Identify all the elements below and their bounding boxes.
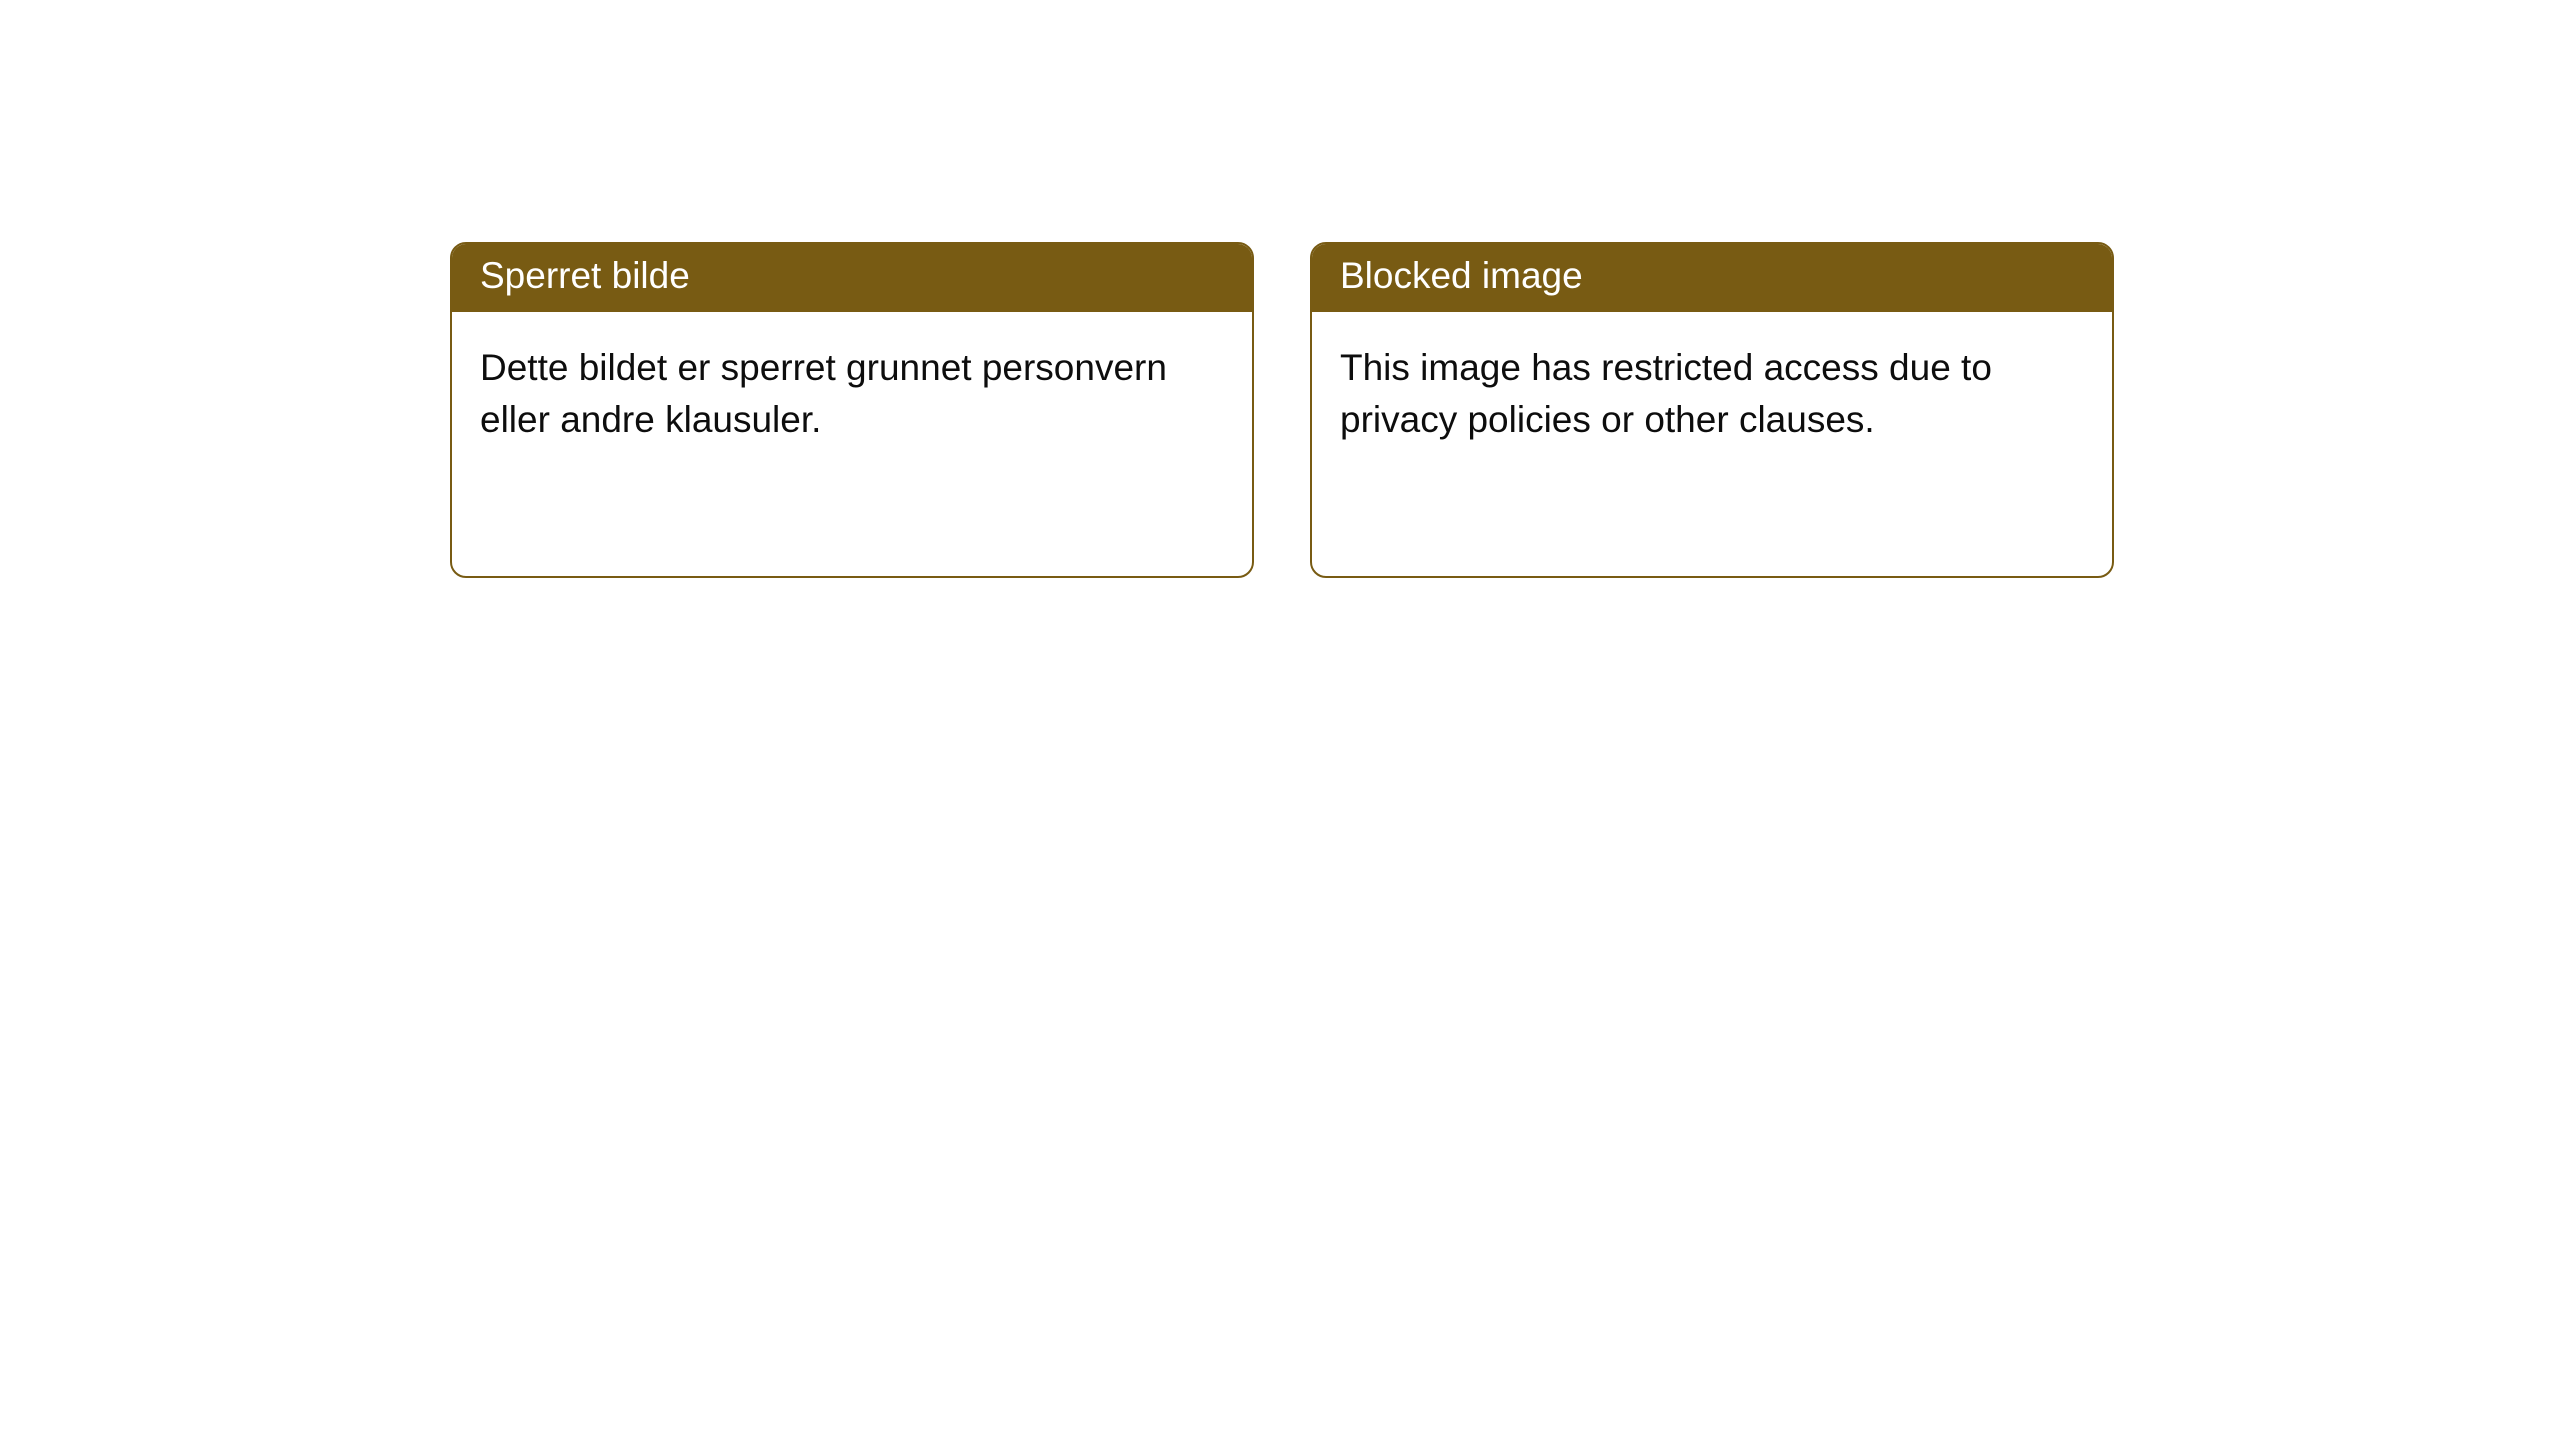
card-title: Sperret bilde bbox=[480, 255, 690, 296]
card-title: Blocked image bbox=[1340, 255, 1583, 296]
notice-container: Sperret bilde Dette bildet er sperret gr… bbox=[450, 242, 2114, 578]
notice-card-english: Blocked image This image has restricted … bbox=[1310, 242, 2114, 578]
card-body-text: Dette bildet er sperret grunnet personve… bbox=[480, 347, 1167, 440]
card-body: This image has restricted access due to … bbox=[1312, 312, 2112, 476]
card-body-text: This image has restricted access due to … bbox=[1340, 347, 1992, 440]
card-header: Sperret bilde bbox=[452, 244, 1252, 312]
card-body: Dette bildet er sperret grunnet personve… bbox=[452, 312, 1252, 476]
notice-card-norwegian: Sperret bilde Dette bildet er sperret gr… bbox=[450, 242, 1254, 578]
card-header: Blocked image bbox=[1312, 244, 2112, 312]
